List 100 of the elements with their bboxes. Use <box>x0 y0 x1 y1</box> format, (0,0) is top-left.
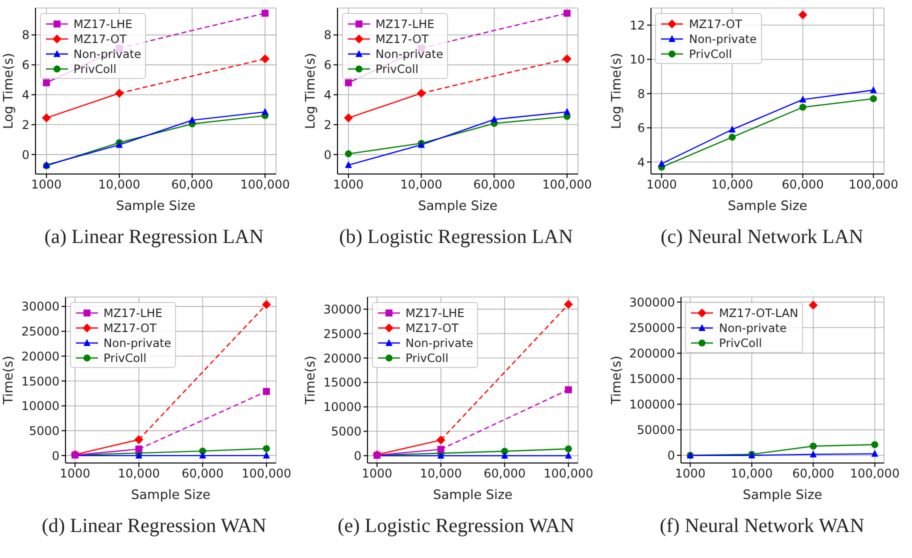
y-axis-title: Time(s) <box>610 356 625 406</box>
x-axis-title: Sample Size <box>130 488 211 503</box>
x-tick-label: 60,000 <box>782 178 824 192</box>
x-tick-label: 1000 <box>674 466 706 481</box>
legend-label: Non-private <box>376 46 444 60</box>
y-axis-title: Time(s) <box>304 356 319 406</box>
x-tick-label: 10,000 <box>420 466 462 481</box>
y-axis-title: Log Time(s) <box>2 52 17 130</box>
y-tick-label: 8 <box>637 86 645 101</box>
y-axis-title: Time(s) <box>2 356 17 406</box>
x-tick-label: 1000 <box>31 178 62 192</box>
x-tick-label: 100,000 <box>544 466 594 481</box>
y-tick-label: 15000 <box>323 376 362 390</box>
legend-label: PrivColl <box>104 350 146 364</box>
y-tick-label: 10000 <box>21 399 60 414</box>
x-axis-title: Sample Size <box>728 199 808 214</box>
y-tick-label: 0 <box>324 148 332 162</box>
x-tick-label: 10,000 <box>730 466 773 481</box>
y-tick-label: 4 <box>324 88 332 102</box>
y-tick-label: 50000 <box>636 423 675 438</box>
legend-label: PrivColl <box>689 46 732 60</box>
x-axis-title: Sample Size <box>742 488 822 503</box>
text: (e) Logistic Regression WAN <box>336 515 576 538</box>
x-tick-label: 100,000 <box>542 178 592 192</box>
y-tick-label: 30000 <box>21 300 60 314</box>
legend-label: Non-private <box>104 336 172 350</box>
y-tick-label: 100000 <box>629 398 675 412</box>
text: (f) Neural Network WAN <box>658 515 866 538</box>
y-tick-label: 12 <box>630 18 645 32</box>
legend-label: Non-private <box>719 320 787 334</box>
text: (a) Linear Regression LAN <box>43 226 265 249</box>
x-axis-title: Sample Size <box>432 488 513 503</box>
legend-label: Non-private <box>689 32 757 46</box>
x-tick-label: 10,000 <box>711 178 754 192</box>
text: (b) Logistic Regression LAN <box>338 226 574 249</box>
legend-label: MZ17-OT <box>406 320 458 334</box>
y-tick-label: 15000 <box>21 374 60 388</box>
legend-label: MZ17-OT <box>376 32 428 46</box>
text: (d) Linear Regression WAN <box>40 515 268 538</box>
legend-label: Non-private <box>74 46 142 60</box>
y-tick-label: 250000 <box>629 320 675 335</box>
x-axis-title: Sample Size <box>116 199 196 214</box>
x-tick-label: 100,000 <box>242 466 292 481</box>
x-tick-label: 1000 <box>333 178 364 192</box>
x-tick-label: 100,000 <box>848 178 898 192</box>
y-tick-label: 30000 <box>323 302 362 316</box>
x-tick-label: 10,000 <box>400 178 442 192</box>
y-tick-label: 4 <box>22 88 30 102</box>
y-tick-label: 2 <box>324 118 332 132</box>
y-tick-label: 0 <box>22 148 30 162</box>
legend-label: MZ17-LHE <box>376 16 434 30</box>
legend-label: PrivColl <box>74 62 116 76</box>
y-tick-label: 20000 <box>323 351 362 366</box>
legend-label: MZ17-OT <box>689 16 742 30</box>
legend-label: MZ17-LHE <box>74 16 132 30</box>
y-tick-label: 4 <box>637 155 645 170</box>
x-tick-label: 60,000 <box>182 466 224 481</box>
x-tick-label: 60,000 <box>792 466 834 481</box>
x-tick-label: 60,000 <box>171 178 214 192</box>
x-tick-label: 1000 <box>362 466 392 481</box>
x-tick-label: 10,000 <box>118 466 160 481</box>
y-tick-label: 20000 <box>21 349 60 364</box>
legend-label: PrivColl <box>376 62 418 76</box>
x-tick-label: 100,000 <box>850 466 900 481</box>
y-tick-label: 5000 <box>330 424 362 439</box>
y-tick-label: 5000 <box>28 424 60 438</box>
y-tick-label: 25000 <box>323 326 362 341</box>
y-axis-title: Log Time(s) <box>610 52 625 130</box>
x-tick-label: 10,000 <box>98 178 140 192</box>
x-tick-label: 1000 <box>60 466 90 481</box>
legend-label: MZ17-LHE <box>104 306 162 320</box>
y-tick-label: 150000 <box>629 372 675 386</box>
y-tick-label: 300000 <box>629 295 675 310</box>
y-tick-label: 25000 <box>21 324 60 339</box>
x-tick-label: 60,000 <box>484 466 526 481</box>
y-tick-label: 200000 <box>629 346 675 360</box>
y-tick-label: 2 <box>22 118 30 132</box>
y-tick-label: 0 <box>354 448 362 463</box>
y-tick-label: 8 <box>324 28 332 42</box>
y-tick-label: 6 <box>324 58 332 72</box>
x-axis-title: Sample Size <box>418 199 498 214</box>
legend-label: MZ17-OT-LAN <box>719 306 798 320</box>
y-tick-label: 6 <box>637 121 645 136</box>
y-tick-label: 10 <box>630 52 645 67</box>
y-tick-label: 10000 <box>323 400 362 414</box>
y-tick-label: 0 <box>667 448 675 463</box>
x-tick-label: 100,000 <box>240 178 290 192</box>
legend-label: Non-private <box>406 336 474 350</box>
legend-label: PrivColl <box>719 336 762 350</box>
y-tick-label: 8 <box>22 28 30 42</box>
legend-label: MZ17-LHE <box>406 306 464 320</box>
legend-label: MZ17-OT <box>104 320 156 334</box>
x-tick-label: 60,000 <box>473 178 516 192</box>
y-axis-title: Log Time(s) <box>304 52 319 130</box>
y-tick-label: 6 <box>22 58 30 72</box>
legend-label: MZ17-OT <box>74 32 126 46</box>
text: (c) Neural Network LAN <box>660 226 864 249</box>
x-tick-label: 1000 <box>646 178 677 192</box>
legend-label: PrivColl <box>406 350 448 364</box>
y-tick-label: 0 <box>52 448 60 463</box>
